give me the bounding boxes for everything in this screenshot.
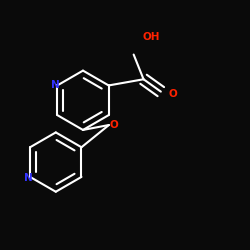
Text: O: O — [169, 89, 177, 99]
Text: N: N — [24, 173, 32, 183]
Text: O: O — [109, 120, 118, 130]
Text: OH: OH — [142, 32, 160, 42]
Text: N: N — [51, 80, 60, 90]
